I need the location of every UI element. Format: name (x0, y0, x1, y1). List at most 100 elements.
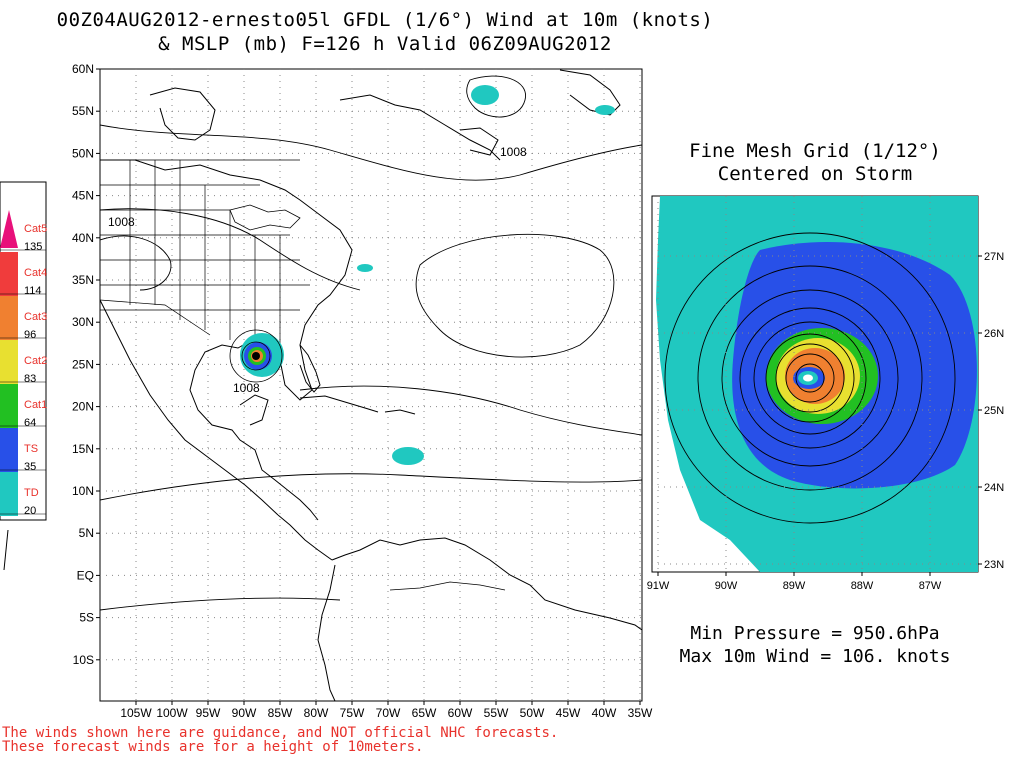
lon-label: 90W (232, 706, 257, 720)
lat-label: 25N (72, 357, 94, 371)
legend-threshold-label: 83 (24, 373, 36, 385)
lat-label: 5S (79, 611, 94, 625)
lat-label: 10S (73, 653, 94, 667)
storm-stats: Min Pressure = 950.6hPa Max 10m Wind = 1… (650, 622, 980, 668)
cuba (299, 395, 379, 413)
lat-label: 5N (79, 526, 94, 540)
lon-label: 70W (376, 706, 401, 720)
great-lakes (229, 204, 301, 231)
fine-mesh-title: Fine Mesh Grid (1/12°) Centered on Storm (650, 140, 980, 186)
lon-label: 85W (268, 706, 293, 720)
florida (299, 344, 321, 393)
fine-lat-label: 24N (984, 482, 1004, 494)
lon-label: 105W (120, 706, 152, 720)
page-title: 00Z04AUG2012-ernesto05l GFDL (1/6°) Wind… (0, 8, 770, 56)
yucatan (239, 394, 269, 426)
lat-labels: 60N 55N 50N 45N 40N 35N 30N 25N 20N 15N 10N 5N EQ 5S 1… (72, 62, 100, 667)
legend-swatch (0, 210, 18, 248)
hispaniola (384, 409, 416, 415)
legend-threshold-label: 96 (24, 329, 36, 341)
south-america-coast (317, 537, 642, 701)
fine-isobars (664, 232, 956, 524)
lon-label: 35W (628, 706, 653, 720)
max-wind-text: Max 10m Wind = 106. knots (679, 646, 951, 667)
wind-patches (357, 85, 615, 465)
fine-lat-label: 27N (984, 251, 1004, 263)
lat-label: 55N (72, 104, 94, 118)
lat-label: 35N (72, 273, 94, 287)
legend-swatch (0, 340, 18, 384)
hurricane-ernesto (240, 333, 284, 377)
fine-lon-label: 91W (647, 580, 670, 592)
legend-threshold-label: 20 (24, 505, 36, 517)
lon-label: 95W (196, 706, 221, 720)
fine-lon-label: 90W (715, 580, 738, 592)
legend-swatch (0, 296, 18, 340)
title-line-2: & MSLP (mb) F=126 h Valid 06Z09AUG2012 (158, 33, 612, 55)
legend-swatch (0, 428, 18, 472)
legend-category-label: TD (24, 487, 39, 499)
fine-mesh-title-line-1: Fine Mesh Grid (1/12°) (689, 140, 941, 162)
legend-arrow-icon (3, 529, 9, 571)
lon-label: 75W (340, 706, 365, 720)
isobar-label: 1008 (108, 215, 135, 229)
legend-category-label: Cat3 (24, 311, 47, 323)
fine-mesh-title-line-2: Centered on Storm (717, 163, 913, 185)
mexico-pacific-coast (100, 299, 279, 516)
fine-lat-label: 23N (984, 559, 1004, 571)
lat-label: 45N (72, 189, 94, 203)
lon-label: 60W (448, 706, 473, 720)
lon-label: 50W (520, 706, 545, 720)
lat-label: 10N (72, 484, 94, 498)
lat-label: EQ (77, 568, 94, 582)
disclaimer-line-2: These forecast winds are for a height of… (2, 739, 424, 755)
isobar-label: 1008 (500, 145, 527, 159)
legend-swatch (0, 252, 18, 296)
fine-lon-label: 87W (919, 580, 942, 592)
main-map-frame (99, 68, 643, 702)
fine-lat-label: 25N (984, 405, 1004, 417)
legend-threshold-label: 64 (24, 417, 36, 429)
legend: Cat5 135 Cat4 114 Cat3 96 Cat2 83 Cat1 64 TS 35 TD 20 (0, 181, 47, 571)
fine-mesh-map: 27N 26N 25N 24N 23N 91W 90W 89W 88W 87W (647, 195, 1004, 592)
lat-label: 15N (72, 442, 94, 456)
legend-swatch (0, 384, 18, 428)
lon-label: 45W (556, 706, 581, 720)
political-boundaries (100, 159, 310, 345)
legend-category-label: TS (24, 443, 38, 455)
min-pressure-text: Min Pressure = 950.6hPa (690, 623, 940, 644)
disclaimer-line-1: The winds shown here are guidance, and N… (2, 725, 559, 741)
lat-label: 60N (72, 62, 94, 76)
lon-label: 80W (304, 706, 329, 720)
lon-label: 65W (412, 706, 437, 720)
map-content (100, 69, 642, 701)
lat-label: 20N (72, 400, 94, 414)
lat-label: 40N (72, 231, 94, 245)
legend-category-label: Cat5 (24, 223, 47, 235)
title-line-1: 00Z04AUG2012-ernesto05l GFDL (1/6°) Wind… (56, 9, 714, 31)
greenland-tip (559, 69, 621, 116)
lat-label: 30N (72, 315, 94, 329)
isobars (100, 75, 642, 611)
amazon-river (389, 581, 506, 591)
disclaimer: The winds shown here are guidance, and N… (2, 726, 558, 754)
legend-category-label: Cat4 (24, 267, 47, 279)
newfoundland (459, 127, 499, 156)
legend-category-label: Cat2 (24, 355, 47, 367)
fine-lon-label: 88W (851, 580, 874, 592)
lon-labels: 105W 100W 95W 90W 85W 80W 75W 70W 65W 60W 55W 50W 45… (120, 701, 653, 720)
legend-threshold-label: 35 (24, 461, 36, 473)
fine-lon-label: 89W (783, 580, 806, 592)
storm-eye (803, 374, 813, 382)
legend-threshold-label: 114 (24, 285, 42, 297)
fine-lat-label: 26N (984, 328, 1004, 340)
legend-threshold-label: 135 (24, 241, 42, 253)
lon-label: 55W (484, 706, 509, 720)
central-america (277, 514, 333, 561)
north-america-coast (100, 159, 353, 521)
hudson-bay (149, 87, 216, 141)
lon-label: 40W (592, 706, 617, 720)
isobar-label: 1008 (233, 381, 260, 395)
legend-category-label: Cat1 (24, 399, 47, 411)
